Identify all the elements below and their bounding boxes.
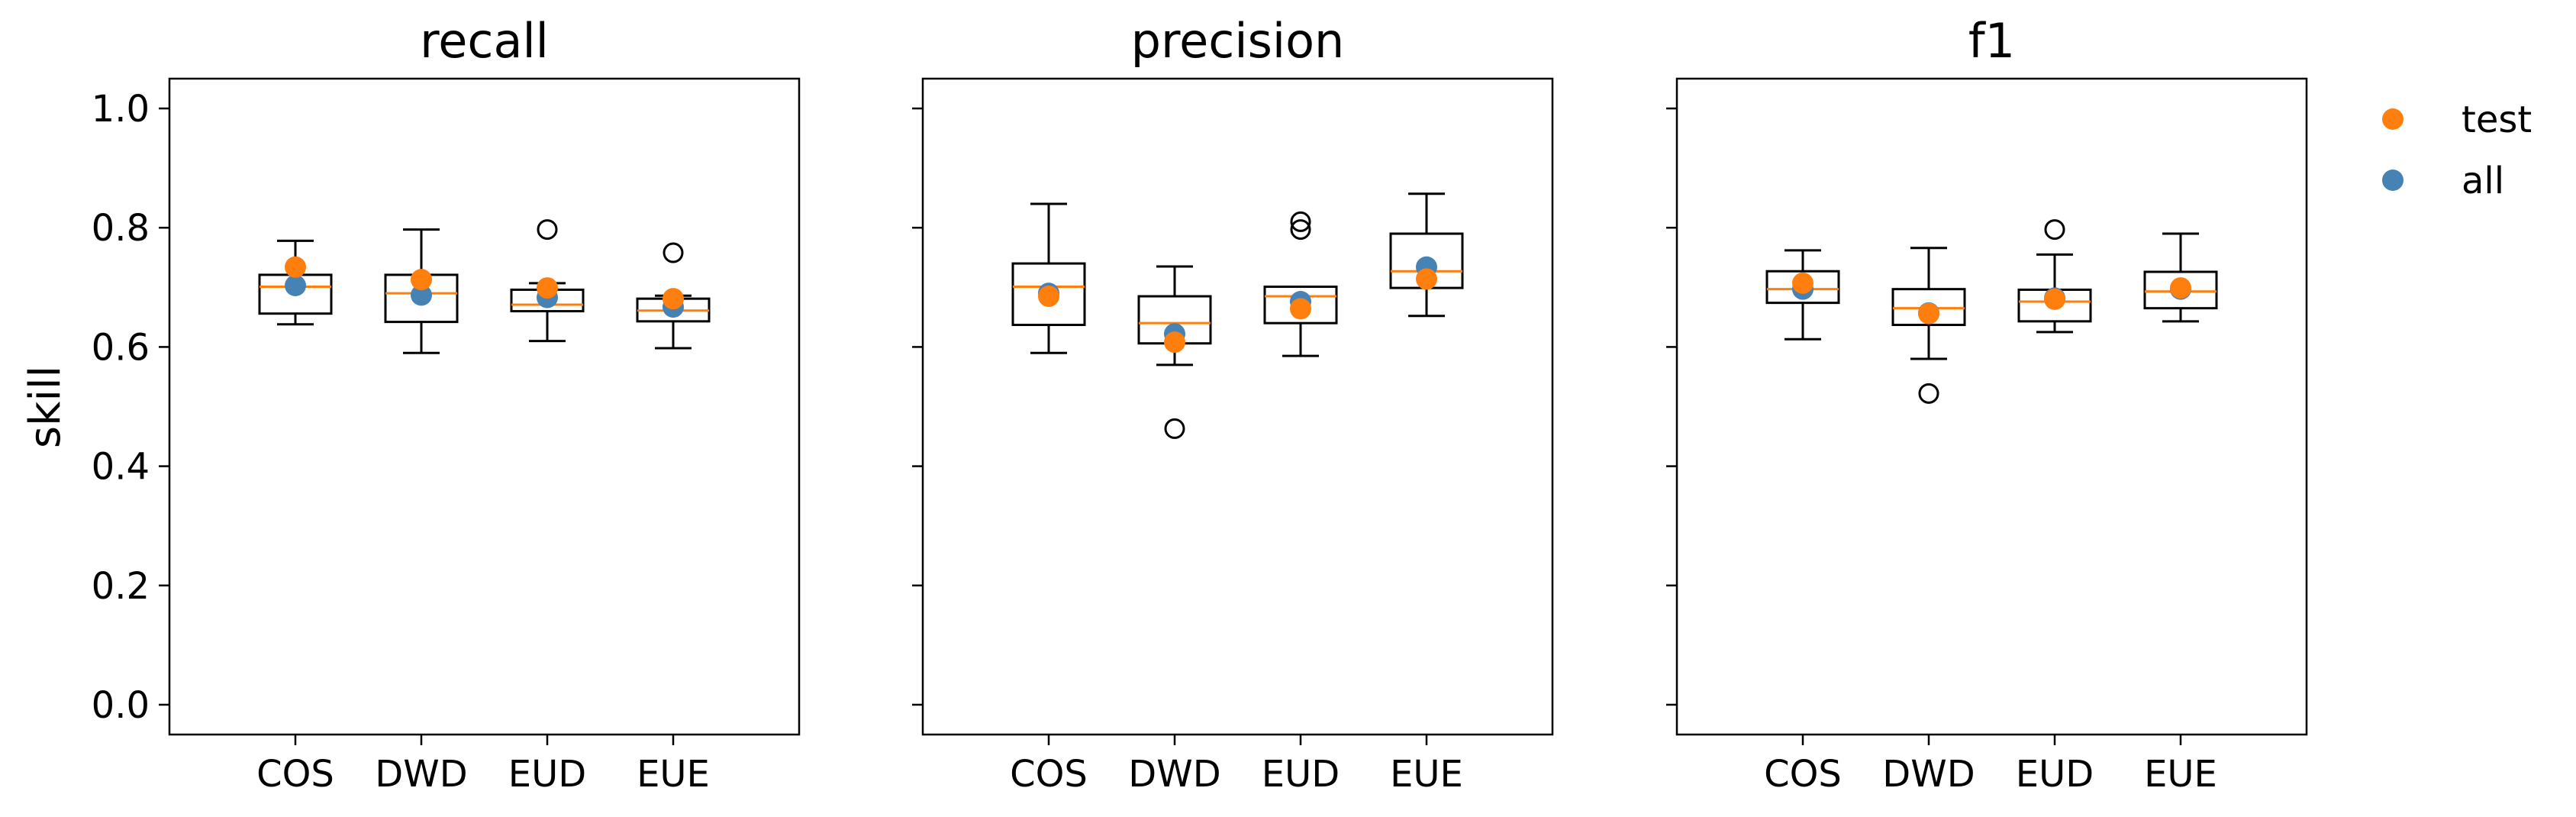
test-point (1416, 268, 1437, 290)
x-tick-label: EUE (2144, 753, 2217, 796)
legend-label-all: all (2462, 160, 2504, 202)
legend-label-test: test (2462, 98, 2532, 141)
test-point (2044, 288, 2065, 310)
outlier-marker (1290, 219, 1311, 241)
test-point (663, 288, 684, 310)
panel-recall: recall 0.0 0.2 0.4 0.6 0.8 1.0 COS DWD EUD EUE (92, 13, 801, 796)
x-tick-label: COS (1010, 753, 1088, 796)
y-tick-label: 0.8 (92, 207, 150, 250)
outlier-marker (1290, 211, 1311, 232)
plot-frame (1675, 77, 2308, 736)
box-body (2143, 270, 2218, 310)
legend: test all (2382, 98, 2532, 202)
outlier-marker (663, 242, 684, 263)
y-tick-label: 1.0 (92, 88, 150, 131)
y-tick-label: 0.4 (92, 446, 150, 489)
box-body (1011, 262, 1086, 327)
x-tick-label: EUE (1390, 753, 1463, 796)
panel-f1: f1 COS DWD EUD EUE (1666, 13, 2308, 796)
box-EUE (1389, 192, 1464, 318)
box-EUD (2017, 219, 2092, 334)
x-tick-label: COS (1764, 753, 1842, 796)
box-EUE (636, 242, 711, 350)
panel-title: precision (1131, 13, 1345, 69)
all-point (411, 284, 432, 306)
x-tick-label: DWD (1128, 753, 1220, 796)
test-point (1792, 272, 1814, 294)
y-axis-label-layer: skill (21, 366, 70, 448)
outlier-marker (1918, 383, 1939, 404)
x-tick-label: COS (256, 753, 334, 796)
all-point (285, 274, 306, 296)
y-axis-label: skill (21, 366, 70, 448)
legend-marker-all (2382, 170, 2404, 191)
outlier-marker (1164, 418, 1185, 439)
box-EUE (2143, 232, 2218, 323)
test-point (537, 277, 558, 299)
x-tick-label: EUE (637, 753, 710, 796)
box-DWD (1891, 247, 1966, 404)
x-tick-label: DWD (375, 753, 467, 796)
y-tick-label: 0.6 (92, 326, 150, 369)
x-tick-label: EUD (508, 753, 586, 796)
x-tick-label: EUD (2016, 753, 2094, 796)
y-tick-label: 0.0 (92, 684, 150, 727)
panel-title: f1 (1968, 13, 2015, 69)
test-point (1164, 331, 1185, 354)
panel-precision: precision COS DWD EUD EUE (912, 13, 1554, 796)
x-tick-label: EUD (1262, 753, 1340, 796)
test-point (1038, 286, 1059, 308)
box-body (1263, 286, 1338, 325)
outlier-marker (537, 219, 558, 241)
test-point (285, 256, 306, 278)
test-point (411, 269, 432, 291)
box-COS (1011, 202, 1086, 354)
y-tick-label: 0.2 (92, 565, 150, 608)
box-EUD (1263, 211, 1338, 357)
test-point (1918, 302, 1939, 325)
x-tick-label: DWD (1882, 753, 1975, 796)
outlier-marker (2044, 219, 2065, 241)
box-body (1891, 288, 1966, 327)
test-point (1290, 298, 1311, 320)
plot-frame (168, 77, 801, 736)
test-point (2170, 277, 2191, 299)
panel-title: recall (420, 13, 549, 69)
legend-marker-test (2382, 108, 2404, 130)
plot-frame (921, 77, 1554, 736)
box-body (1765, 270, 1840, 305)
